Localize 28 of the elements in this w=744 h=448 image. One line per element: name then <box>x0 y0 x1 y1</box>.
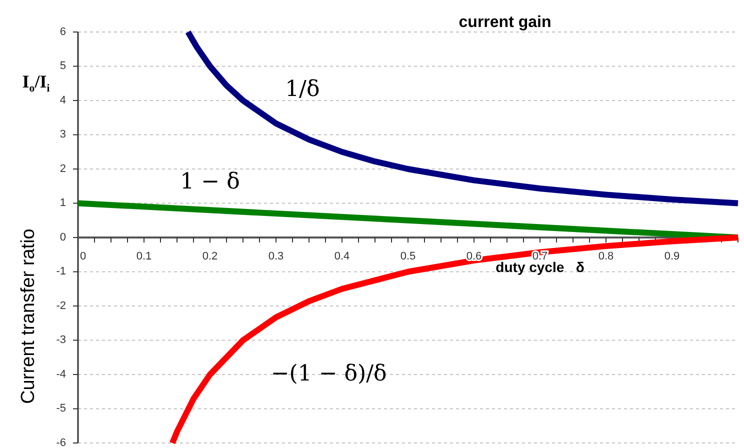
x-tick-label: 0.8 <box>598 250 614 262</box>
y-tick-label: 2 <box>60 162 66 175</box>
y-tick-label: -5 <box>56 402 66 415</box>
x-axis-title: duty cycle δ <box>496 259 584 276</box>
y-tick-label: 3 <box>60 128 66 141</box>
y-tick-label: -6 <box>56 436 66 448</box>
y-tick-label: -4 <box>56 368 66 380</box>
x-tick-label: 0.5 <box>400 250 416 262</box>
x-tick-label: 0.3 <box>268 250 284 262</box>
y-tick-label: 1 <box>60 197 66 210</box>
x-tick-label: 0.4 <box>334 250 350 262</box>
x-tick-label: 0.2 <box>202 250 218 262</box>
y-tick-label: 4 <box>60 94 66 106</box>
chart-title: current gain <box>458 14 552 31</box>
y-tick-label: 5 <box>60 60 66 72</box>
x-tick-label: 0.1 <box>136 250 152 262</box>
y-tick-label: -3 <box>56 334 66 346</box>
y-tick-label: 0 <box>60 231 66 244</box>
y-tick-label: -1 <box>56 266 66 278</box>
annotation: −(1 − δ)/δ <box>270 361 387 386</box>
annotation: 1/δ <box>285 76 320 102</box>
annotation: 1 − δ <box>180 169 240 194</box>
text: I$_{o}$/I$_{i}$ <box>22 72 50 95</box>
x-tick-label: 0.9 <box>664 250 680 262</box>
y-tick-label: -2 <box>56 300 66 312</box>
x-tick-label: 0 <box>80 250 86 262</box>
y-tick-label: 6 <box>60 26 66 38</box>
y-axis-title: Current transfer ratio <box>18 228 39 404</box>
